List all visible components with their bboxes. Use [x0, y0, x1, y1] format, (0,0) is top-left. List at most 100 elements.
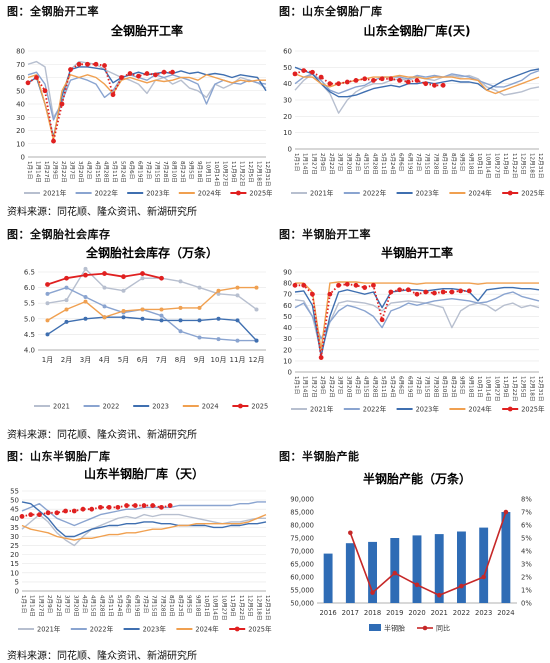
x-tick-label: 6月19日	[406, 153, 413, 175]
x-tick-label: 4月15日	[94, 161, 101, 183]
bar-2021	[434, 534, 444, 603]
x-tick-label: 9月5日	[186, 595, 193, 613]
data-point-2025年	[115, 504, 121, 510]
data-point-2022	[216, 337, 221, 342]
data-point-2025年	[71, 508, 77, 514]
x-tick-label: 4月28日	[98, 595, 105, 617]
data-point-2025年	[362, 76, 368, 82]
x-tick-label: 11月22日	[239, 161, 246, 186]
y-tick-label: 6.5	[24, 269, 35, 277]
legend-label: 2023年	[416, 189, 440, 198]
x-tick-label: 8月10日	[171, 161, 178, 183]
x-tick-label: 10月	[211, 356, 227, 364]
x-tick-label: 10月27日	[222, 161, 229, 186]
chart-full-steel-social-inventory: 全钢胎社会库存（万条） 4.0 4.5 5.0 5.5 6.0 6.5 1月 2月 3月 4月 5月 6…	[4, 242, 272, 424]
data-point-2025年	[124, 503, 129, 508]
x-tick-label: 2016	[319, 609, 336, 617]
y-tick-label: 50	[16, 87, 25, 95]
y-tick-label: 60	[283, 302, 292, 310]
x-tick-label: 12月31日	[537, 153, 544, 178]
y-tick-label: 60	[16, 74, 25, 82]
x-tick-label: 7月28日	[159, 595, 166, 617]
data-point-2025年	[353, 78, 359, 83]
y-tick-label: 20	[283, 346, 292, 354]
x-tick-label: 1月1日	[293, 153, 300, 171]
x-tick-label: 5月11日	[111, 161, 118, 183]
data-point-2025年	[353, 282, 359, 288]
y-tick-label: 90,000	[290, 496, 314, 504]
x-tick-label: 10月1日	[476, 153, 483, 175]
x-tick-label: 10月14日	[485, 376, 492, 401]
data-point-2025年	[440, 289, 446, 295]
legend-label: 2025年	[248, 625, 272, 634]
y-tick-label: 10	[16, 140, 25, 148]
data-point-2025年	[25, 80, 31, 86]
y2-tick-label: 7%	[521, 509, 532, 517]
y-tick-label: 60	[283, 48, 292, 56]
y-tick-label: 30	[283, 97, 292, 105]
data-point-2024	[83, 299, 88, 304]
y2-tick-label: 5%	[521, 535, 532, 543]
legend-marker	[422, 625, 428, 631]
legend-label: 2021年	[310, 405, 334, 414]
x-tick-label: 10月27日	[493, 376, 500, 401]
y-tick-label: 45	[10, 506, 19, 514]
x-tick-label: 11月9日	[230, 161, 237, 183]
data-point-2024	[121, 309, 126, 313]
data-point-2025年	[327, 81, 333, 87]
data-point-2025年	[458, 288, 463, 294]
x-tick-label: 7月15日	[154, 161, 161, 183]
legend-marker	[236, 190, 241, 196]
data-point-2022	[45, 291, 50, 296]
x-tick-label: 12月18日	[528, 376, 535, 401]
y-tick-label: 40	[283, 324, 292, 332]
y-tick-label: 40	[10, 515, 19, 523]
data-point-2021	[216, 291, 221, 296]
legend-label: 2024年	[195, 625, 219, 634]
header-semi-steel-operating-rate: 图：半钢胎开工率	[279, 228, 371, 241]
chart-title: 半钢胎开工率	[381, 245, 453, 260]
data-point-2025年	[405, 79, 411, 85]
legend-label: 2022年	[363, 189, 387, 198]
series-line-2023年	[294, 66, 540, 98]
data-point-2025年	[405, 287, 411, 293]
x-tick-label: 9月	[194, 356, 205, 364]
x-tick-label: 10月27日	[493, 153, 500, 178]
x-tick-label: 5月11日	[380, 376, 387, 398]
x-tick-label: 5月	[118, 356, 129, 364]
data-point-2025年	[159, 504, 164, 510]
x-tick-label: 11月22日	[511, 153, 518, 178]
data-point-2025	[121, 274, 126, 280]
x-tick-label: 8月23日	[450, 153, 457, 175]
series-line-2025年	[21, 504, 171, 518]
x-tick-label: 7月2日	[415, 153, 422, 171]
x-tick-label: 3月7日	[337, 153, 344, 171]
data-point-2023	[254, 338, 259, 343]
legend-label: 2022年	[363, 405, 387, 414]
chart-svg: 全钢胎社会库存（万条） 4.0 4.5 5.0 5.5 6.0 6.5 1月 2月 3月 4月 5月 6…	[24, 245, 268, 411]
series-line-2023	[47, 316, 258, 342]
data-point-2025年	[397, 287, 402, 293]
data-point-2025年	[292, 71, 298, 77]
chart-title: 山东半钢胎厂库（天）	[84, 466, 204, 481]
x-tick-label: 10月1日	[476, 376, 483, 398]
x-tick-label: 3月20日	[345, 376, 352, 398]
data-point-2025年	[379, 317, 385, 323]
y-tick-label: 50	[283, 313, 292, 321]
data-point-2021	[254, 307, 259, 312]
source-note: 资料来源：同花顺、隆众资讯、新湖研究所	[7, 430, 197, 441]
bar-2024	[501, 512, 511, 603]
data-point-2022	[64, 285, 69, 290]
legend-label: 半钢胎	[384, 624, 405, 633]
series-line-2021	[47, 268, 257, 310]
data-point-2022	[235, 338, 240, 343]
x-tick-label: 1月14日	[35, 161, 42, 183]
chart-title: 全钢胎开工率	[110, 23, 183, 38]
x-tick-label: 3月	[80, 356, 91, 364]
legend-label: 2025	[251, 403, 268, 411]
data-point-2025年	[51, 138, 56, 144]
data-point-2025年	[54, 510, 60, 516]
data-point-2025年	[68, 67, 73, 72]
x-tick-label: 2022	[453, 609, 470, 617]
